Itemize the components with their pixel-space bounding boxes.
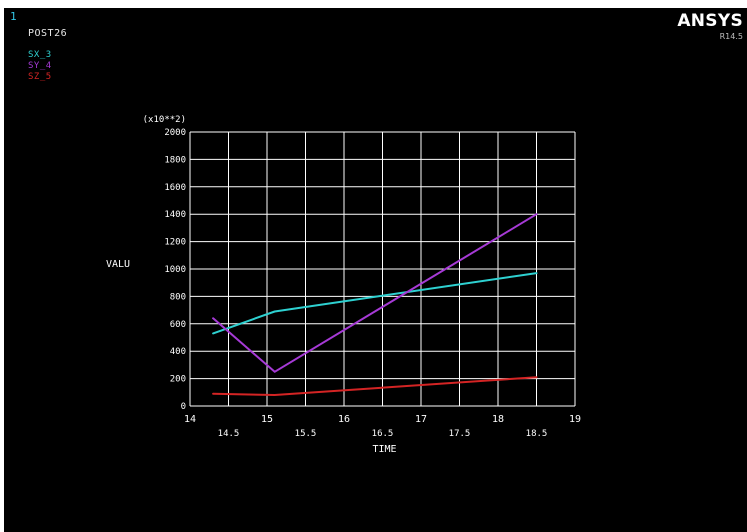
y-tick-label: 2000 xyxy=(164,128,186,138)
y-tick-label: 400 xyxy=(170,347,186,357)
y-tick-label: 1200 xyxy=(164,238,186,248)
series-line-sz-5 xyxy=(212,376,538,396)
y-tick-label: 1600 xyxy=(164,183,186,193)
y-tick-label: 0 xyxy=(181,402,186,412)
x-minor-tick-label: 15.5 xyxy=(295,429,317,439)
x-tick-label: 14 xyxy=(184,414,196,425)
y-tick-label: 1400 xyxy=(164,210,186,220)
version-label: R14.5 xyxy=(719,32,743,41)
y-axis-label: VALU xyxy=(106,259,130,270)
legend-entry-sx: SX_3 xyxy=(28,50,52,60)
series-line-sx-3 xyxy=(212,272,538,335)
y-tick-label: 1800 xyxy=(164,155,186,165)
x-tick-label: 19 xyxy=(569,414,581,425)
series-line-sy-4 xyxy=(212,213,538,373)
graphics-window: 1 POST26 SX_3 SY_4 SZ_5 ANSYS R14.5 2000… xyxy=(4,8,747,532)
x-tick-label: 15 xyxy=(261,414,273,425)
y-tick-label: 1000 xyxy=(164,265,186,275)
window-number: 1 xyxy=(10,10,17,23)
ansys-logo: ANSYS xyxy=(677,11,743,31)
legend-entry-sz: SZ_5 xyxy=(28,72,52,82)
y-tick-label: 600 xyxy=(170,320,186,330)
y-tick-label: 800 xyxy=(170,292,186,302)
legend: SX_3 SY_4 SZ_5 xyxy=(28,50,52,83)
time-history-chart: 2000180016001400120010008006004002000(x1… xyxy=(106,115,581,455)
x-axis-label: TIME xyxy=(372,444,396,455)
x-minor-tick-label: 18.5 xyxy=(526,429,548,439)
y-multiplier-label: (x10**2) xyxy=(143,115,186,125)
x-tick-label: 18 xyxy=(492,414,504,425)
x-minor-tick-label: 17.5 xyxy=(449,429,471,439)
legend-entry-sy: SY_4 xyxy=(28,61,52,71)
x-tick-label: 17 xyxy=(415,414,427,425)
x-tick-label: 16 xyxy=(338,414,350,425)
y-tick-label: 200 xyxy=(170,375,186,385)
x-minor-tick-label: 16.5 xyxy=(372,429,394,439)
plot-name: POST26 xyxy=(28,28,68,39)
x-minor-tick-label: 14.5 xyxy=(218,429,240,439)
